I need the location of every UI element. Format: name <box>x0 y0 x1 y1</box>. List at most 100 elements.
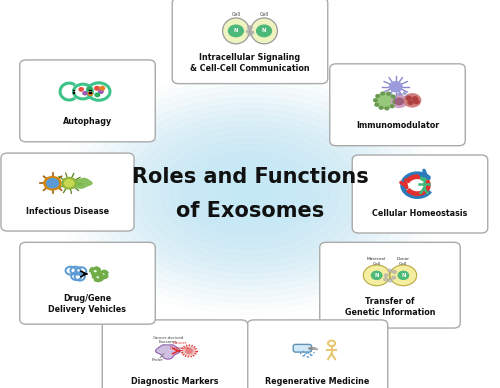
Circle shape <box>376 93 395 109</box>
Circle shape <box>62 178 76 189</box>
Circle shape <box>256 25 272 36</box>
Ellipse shape <box>76 86 424 302</box>
Circle shape <box>380 106 383 109</box>
Circle shape <box>376 95 380 97</box>
Circle shape <box>88 92 92 95</box>
Text: Cellular Homeostasis: Cellular Homeostasis <box>372 209 468 218</box>
Circle shape <box>44 177 61 190</box>
Circle shape <box>393 101 396 104</box>
Circle shape <box>388 269 392 272</box>
Ellipse shape <box>250 18 278 44</box>
Circle shape <box>102 276 104 278</box>
Text: Roles and Functions: Roles and Functions <box>132 166 368 187</box>
Circle shape <box>94 273 96 275</box>
Circle shape <box>398 93 400 95</box>
Circle shape <box>414 100 419 104</box>
Circle shape <box>390 82 402 92</box>
Circle shape <box>398 271 408 279</box>
Text: Diagnostic Markers: Diagnostic Markers <box>131 377 219 386</box>
Circle shape <box>408 100 413 104</box>
Ellipse shape <box>132 121 368 267</box>
Circle shape <box>403 92 406 94</box>
Text: Cancer-derived
Exosome: Cancer-derived Exosome <box>152 336 184 345</box>
Circle shape <box>388 92 390 94</box>
Text: Cell: Cell <box>232 12 240 17</box>
Circle shape <box>94 274 97 276</box>
Circle shape <box>102 271 104 273</box>
Circle shape <box>83 92 87 95</box>
Text: N: N <box>374 273 379 278</box>
Ellipse shape <box>114 109 386 279</box>
Text: Drug/Gene
Delivery Vehicles: Drug/Gene Delivery Vehicles <box>48 294 126 314</box>
Circle shape <box>100 272 102 274</box>
Circle shape <box>104 275 106 277</box>
Circle shape <box>94 278 97 280</box>
FancyBboxPatch shape <box>320 242 460 328</box>
Circle shape <box>92 273 104 281</box>
Ellipse shape <box>66 80 434 308</box>
FancyBboxPatch shape <box>248 320 388 388</box>
Circle shape <box>100 276 103 278</box>
Circle shape <box>381 92 384 95</box>
Ellipse shape <box>222 18 250 44</box>
Circle shape <box>106 274 108 275</box>
Circle shape <box>46 178 58 188</box>
Ellipse shape <box>200 163 300 225</box>
Circle shape <box>384 278 388 281</box>
Circle shape <box>92 272 94 274</box>
Circle shape <box>372 271 382 279</box>
Text: of Exosomes: of Exosomes <box>176 201 324 222</box>
Circle shape <box>420 175 428 180</box>
Circle shape <box>374 99 377 102</box>
Circle shape <box>94 87 100 90</box>
Circle shape <box>98 90 103 94</box>
Circle shape <box>104 272 106 274</box>
Circle shape <box>406 96 411 100</box>
Circle shape <box>98 270 100 272</box>
PathPatch shape <box>156 345 180 359</box>
Text: N: N <box>401 273 406 278</box>
Circle shape <box>248 26 252 29</box>
Circle shape <box>390 105 394 107</box>
FancyBboxPatch shape <box>1 153 134 231</box>
Circle shape <box>387 92 390 95</box>
FancyBboxPatch shape <box>352 155 488 233</box>
Circle shape <box>385 107 388 110</box>
Circle shape <box>98 270 108 279</box>
Circle shape <box>412 97 418 100</box>
Circle shape <box>228 25 244 36</box>
Ellipse shape <box>238 186 262 202</box>
Circle shape <box>364 265 390 286</box>
Circle shape <box>100 87 104 90</box>
Circle shape <box>390 265 416 286</box>
Circle shape <box>87 87 92 90</box>
Circle shape <box>64 180 74 187</box>
Ellipse shape <box>104 103 396 285</box>
Circle shape <box>246 30 250 33</box>
Circle shape <box>92 268 94 270</box>
Text: N: N <box>262 28 266 33</box>
FancyBboxPatch shape <box>330 64 466 146</box>
PathPatch shape <box>76 178 92 188</box>
Text: Probe: Probe <box>152 358 163 362</box>
Text: Cell: Cell <box>260 12 268 17</box>
Circle shape <box>90 270 93 272</box>
FancyBboxPatch shape <box>20 60 155 142</box>
Circle shape <box>375 103 378 106</box>
Circle shape <box>250 31 254 33</box>
Circle shape <box>184 346 194 355</box>
Ellipse shape <box>209 168 291 220</box>
Circle shape <box>100 274 102 276</box>
Text: N: N <box>234 28 238 33</box>
Circle shape <box>98 274 100 275</box>
Circle shape <box>395 98 404 105</box>
Text: Autophagy: Autophagy <box>63 117 112 126</box>
Circle shape <box>96 268 99 270</box>
Circle shape <box>392 276 396 279</box>
Ellipse shape <box>170 145 330 243</box>
Circle shape <box>384 274 388 277</box>
Ellipse shape <box>190 157 310 231</box>
Circle shape <box>96 272 99 274</box>
Ellipse shape <box>123 115 377 273</box>
FancyBboxPatch shape <box>102 320 248 388</box>
